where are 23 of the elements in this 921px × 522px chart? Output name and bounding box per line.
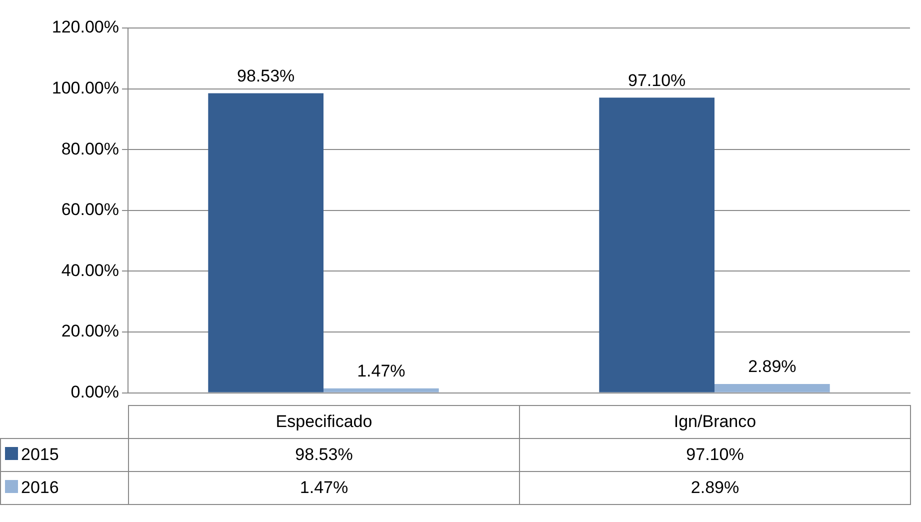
y-tick-label: 100.00% — [52, 78, 119, 98]
bar — [599, 98, 714, 392]
text: 98.53% — [236, 66, 295, 86]
text: 2.89% — [748, 357, 796, 376]
bar — [714, 384, 830, 392]
data-label: 98.53% — [128, 438, 520, 472]
y-tick-label: 40.00% — [61, 260, 119, 280]
y-tick-label: 60.00% — [61, 200, 119, 220]
y-tick-label: 120.00% — [52, 18, 119, 37]
legend-label: 2015 — [0, 438, 128, 472]
y-tick-label: 20.00% — [61, 322, 119, 341]
data-label: 2.89% — [520, 472, 910, 504]
bar — [208, 93, 324, 392]
bar — [324, 388, 439, 392]
text: 97.10% — [628, 70, 686, 90]
data-label: 1.47% — [128, 472, 520, 504]
y-tick-label: 0.00% — [70, 382, 119, 402]
text: 1.47% — [357, 362, 406, 381]
y-tick-label: 80.00% — [61, 139, 119, 158]
x-tick-label: Ign/Branco — [520, 406, 910, 438]
x-tick-label: Especificado — [128, 406, 520, 438]
legend-label: 2016 — [0, 472, 128, 504]
data-label: 97.10% — [520, 438, 910, 472]
